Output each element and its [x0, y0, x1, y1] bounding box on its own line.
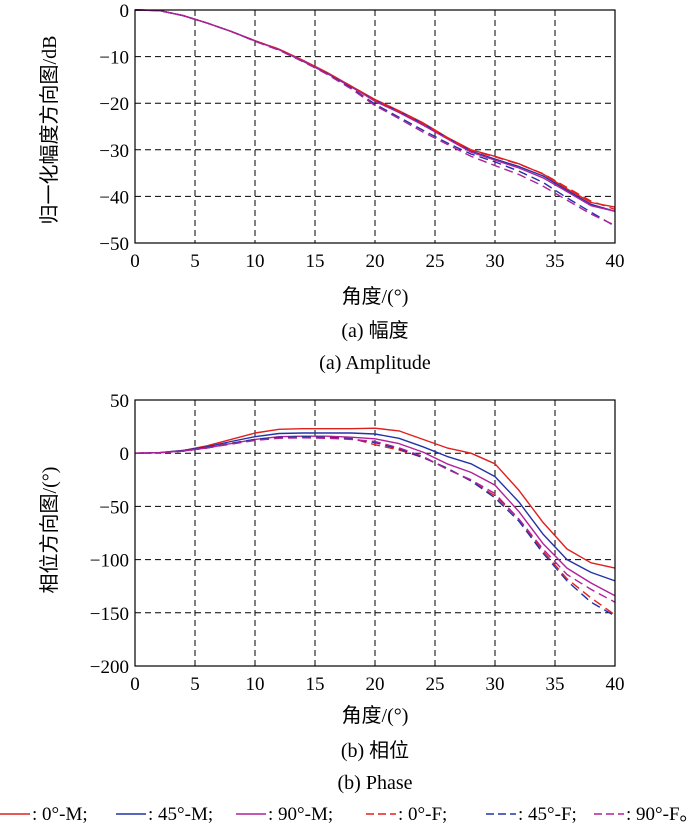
amplitude-x-tick-label: 40	[606, 251, 625, 272]
phase-series-line-0F	[134, 436, 616, 616]
phase-series-line-90F	[134, 437, 616, 603]
amplitude-y-axis-label: 归一化幅度方向图/dB	[38, 36, 61, 225]
amplitude-y-tick-label: −30	[99, 141, 129, 162]
phase-grid	[135, 400, 615, 666]
amplitude-caption-en: (a) Amplitude	[319, 352, 431, 374]
phase-x-tick-label: 25	[426, 674, 445, 695]
phase-series-line-0M	[134, 427, 616, 569]
phase-tick-labels: 0 5 10 15 20 25 30 35 40 50 0 −50 −100 −150 −200	[90, 391, 625, 695]
phase-y-tick-label: 0	[120, 444, 130, 465]
amplitude-series-line-90M	[134, 9, 616, 212]
legend-label-90F: : 90°-F。	[626, 804, 699, 825]
amplitude-x-tick-label: 30	[486, 251, 505, 272]
legend: : 0°-M; : 45°-M; : 90°-M; : 0°-F; : 45°-F; : …	[0, 804, 699, 825]
amplitude-x-tick-label: 10	[246, 251, 265, 272]
phase-x-tick-label: 15	[306, 674, 325, 695]
phase-series-line-45F	[134, 436, 616, 617]
phase-x-tick-label: 0	[130, 674, 140, 695]
amplitude-y-tick-label: −20	[99, 94, 129, 115]
amplitude-x-tick-label: 35	[546, 251, 565, 272]
legend-label-90M: : 90°-M;	[268, 804, 333, 825]
legend-label-45M: : 45°-M;	[148, 804, 213, 825]
phase-plot-frame	[134, 399, 616, 667]
amplitude-series-line-45F	[134, 9, 616, 227]
amplitude-series-line-0F	[134, 9, 616, 211]
phase-y-tick-label: 50	[110, 391, 129, 412]
amplitude-chart: 0 5 10 15 20 25 30 35 400−10−20−30−40−50 角度/(°) …	[38, 1, 625, 374]
amplitude-y-tick-label: −10	[99, 48, 129, 69]
amplitude-x-tick-label: 15	[306, 251, 325, 272]
phase-caption-cn: (b) 相位	[341, 739, 409, 762]
phase-y-tick-label: −200	[90, 657, 129, 678]
phase-x-tick-label: 5	[190, 674, 200, 695]
phase-x-tick-label: 10	[246, 674, 265, 695]
amplitude-series	[134, 9, 616, 227]
amplitude-grid	[135, 10, 615, 243]
phase-series-line-90M	[134, 435, 616, 597]
phase-y-axis-label: 相位方向图/(°)	[38, 467, 61, 594]
phase-y-tick-label: −50	[99, 497, 129, 518]
phase-x-tick-label: 40	[606, 674, 625, 695]
phase-x-tick-label: 20	[366, 674, 385, 695]
legend-label-0M: : 0°-M;	[32, 804, 88, 825]
legend-label-45F: : 45°-F;	[518, 804, 577, 825]
amplitude-x-tick-label: 25	[426, 251, 445, 272]
phase-x-tick-label: 35	[546, 674, 565, 695]
amplitude-y-tick-label: 0	[120, 1, 130, 22]
amplitude-x-tick-label: 5	[190, 251, 200, 272]
phase-caption-en: (b) Phase	[338, 772, 413, 794]
amplitude-tick-labels: 0 5 10 15 20 25 30 35 40 0 −10 −20 −30 −40 −50	[99, 1, 624, 272]
phase-x-tick-label: 30	[486, 674, 505, 695]
amplitude-x-tick-label: 20	[366, 251, 385, 272]
phase-chart: 0 5 10 15 20 25 30 35 40 50 0 −50 −100 −150 −200 角度/(°…	[38, 391, 625, 794]
legend-label-0F: : 0°-F;	[398, 804, 447, 825]
amplitude-caption-cn: (a) 幅度	[341, 319, 408, 342]
amplitude-x-axis-label: 角度/(°)	[342, 285, 409, 308]
amplitude-y-tick-label: −50	[99, 234, 129, 255]
amplitude-series-line-90F	[134, 9, 616, 226]
phase-series	[134, 427, 616, 617]
phase-y-tick-label: −100	[90, 551, 129, 572]
amplitude-y-tick-label: −40	[99, 187, 129, 208]
phase-x-axis-label: 角度/(°)	[342, 704, 409, 727]
phase-series-line-45M	[134, 432, 616, 582]
amplitude-x-tick-label: 0	[130, 251, 140, 272]
amplitude-plot-frame	[134, 9, 616, 244]
phase-y-tick-label: −150	[90, 604, 129, 625]
